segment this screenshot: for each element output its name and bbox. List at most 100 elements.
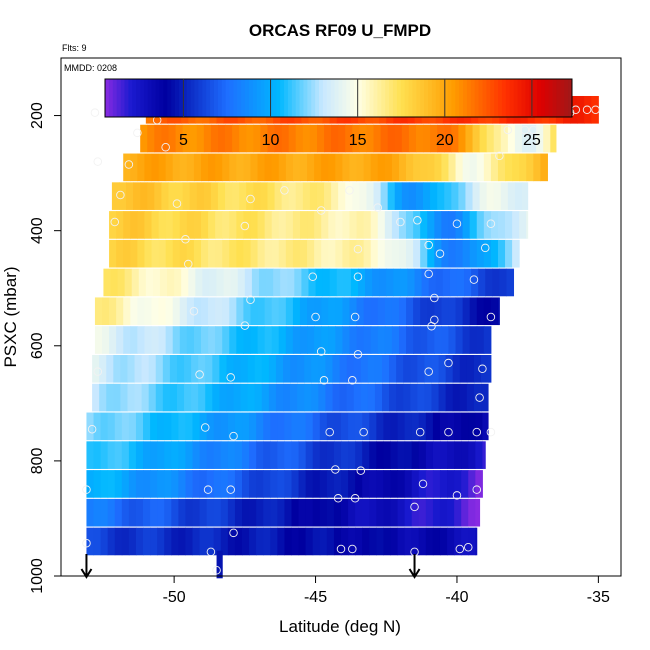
heatmap-layer [86, 441, 486, 469]
heatmap-layer [86, 527, 478, 556]
heatmap-cell [404, 441, 413, 469]
heatmap-cell [543, 124, 551, 153]
heatmap-cell [249, 470, 257, 498]
heatmap-cell [522, 124, 530, 153]
heatmap-cell [391, 239, 400, 268]
heatmap-cell [268, 383, 277, 412]
heatmap-cell [172, 239, 181, 268]
heatmap-cell [172, 153, 181, 182]
colorbar-segment [431, 79, 437, 117]
heatmap-cell [367, 383, 376, 412]
heatmap-cell [413, 326, 421, 354]
colorbar-segment [455, 79, 460, 117]
heatmap-cell [226, 383, 235, 412]
heatmap-cell [162, 383, 171, 412]
heatmap-cell [165, 211, 174, 239]
heatmap-cell [452, 383, 461, 412]
heatmap-cell [430, 124, 438, 153]
x-tick-label: -45 [304, 589, 327, 606]
heatmap-cell [158, 326, 167, 354]
heatmap-cell [312, 441, 321, 469]
heatmap-cell [107, 441, 116, 469]
heatmap-cell [242, 470, 250, 498]
heatmap-cell [479, 124, 488, 153]
heatmap-cell [449, 268, 458, 297]
heatmap-cell [415, 124, 424, 153]
heatmap-cell [497, 153, 506, 182]
heatmap-cell [213, 470, 222, 498]
heatmap-layer [111, 182, 529, 210]
heatmap-cell [113, 354, 121, 383]
heatmap-cell [243, 326, 251, 354]
heatmap-cell [178, 527, 186, 556]
heatmap-cell [192, 527, 201, 556]
heatmap-cell [223, 268, 232, 297]
colorbar-segment [167, 79, 172, 117]
heatmap-cell [285, 326, 294, 354]
heatmap-cell [154, 124, 162, 153]
colorbar-segment [202, 79, 207, 117]
heatmap-cell [168, 124, 177, 153]
heatmap-cell [237, 268, 246, 297]
colorbar-segment [420, 79, 425, 117]
heatmap-cell [128, 412, 137, 441]
heatmap-cell [369, 498, 377, 527]
heatmap-cell [164, 412, 172, 441]
heatmap-cell [229, 326, 237, 354]
heatmap-cell [339, 354, 348, 383]
heatmap-cell [284, 412, 292, 441]
data-point [82, 485, 91, 494]
colorbar: 5 10 15 20 25 [104, 78, 573, 149]
heatmap-cell [321, 326, 329, 354]
colorbar-segment [299, 79, 304, 117]
colorbar-segment [490, 79, 495, 117]
colorbar-segment [408, 79, 413, 117]
data-point [336, 544, 346, 554]
heatmap-cell [332, 383, 341, 412]
heatmap-cell [333, 470, 342, 498]
heatmap-cell [363, 326, 372, 354]
data-point [319, 376, 329, 385]
heatmap-cell [492, 268, 500, 297]
heatmap-cell [373, 182, 382, 210]
heatmap-cell [257, 153, 266, 182]
heatmap-cell [413, 153, 421, 182]
heatmap-cell [321, 239, 329, 268]
data-point [133, 128, 142, 138]
heatmap-cell [227, 441, 236, 469]
heatmap-cell [432, 527, 441, 556]
heatmap-cell [341, 412, 349, 441]
heatmap-cell [288, 182, 297, 210]
heatmap-cell [291, 470, 300, 498]
heatmap-cell [439, 412, 448, 441]
data-point [246, 295, 255, 304]
heatmap-cell [389, 383, 397, 412]
data-point [353, 350, 363, 359]
heatmap-cell [191, 383, 199, 412]
heatmap-cell [201, 211, 209, 239]
heatmap-cell [185, 498, 194, 527]
heatmap-cell [164, 470, 172, 498]
heatmap-cell [94, 326, 103, 354]
heatmap-cell [232, 182, 240, 210]
heatmap-cell [529, 124, 537, 153]
heatmap-cell [384, 153, 393, 182]
heatmap-cell [468, 498, 476, 527]
heatmap-cell [193, 153, 202, 182]
colorbar-segment [319, 79, 324, 117]
heatmap-cell [244, 268, 253, 297]
heatmap-cell [123, 326, 131, 354]
heatmap-cell [476, 153, 485, 182]
heatmap-cell [147, 124, 155, 153]
heatmap-cell [321, 211, 329, 239]
colorbar-segment [213, 79, 219, 117]
heatmap-cell [275, 354, 284, 383]
heatmap-cell [308, 268, 317, 297]
heatmap-cell [144, 326, 152, 354]
data-point [464, 542, 473, 552]
heatmap-cell [441, 297, 449, 326]
heatmap-cell [335, 239, 343, 268]
heatmap-cell [243, 211, 251, 239]
heatmap-cell [324, 124, 332, 153]
heatmap-cell [242, 498, 250, 527]
